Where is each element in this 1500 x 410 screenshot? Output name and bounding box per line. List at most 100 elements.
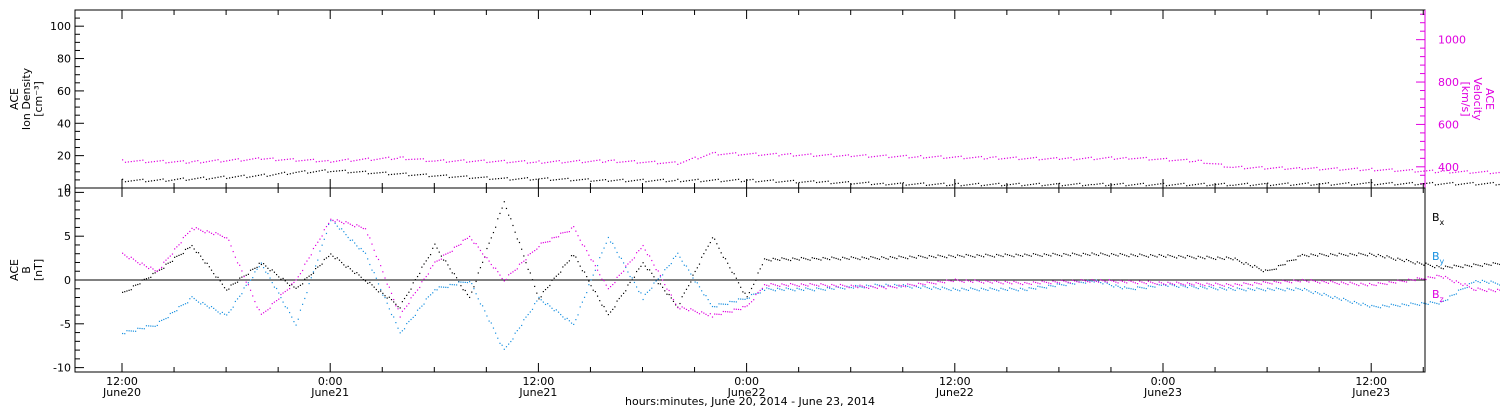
data-point xyxy=(1286,287,1288,289)
data-point xyxy=(1202,284,1204,286)
data-point xyxy=(1492,281,1494,283)
data-point xyxy=(784,180,786,182)
data-point xyxy=(941,281,943,283)
data-point xyxy=(904,284,907,287)
data-point xyxy=(759,292,761,294)
data-point xyxy=(794,290,796,292)
data-point xyxy=(1232,289,1234,291)
data-point xyxy=(1327,168,1330,170)
data-point xyxy=(592,274,594,276)
data-point xyxy=(1400,183,1402,185)
data-point xyxy=(351,239,354,241)
data-point xyxy=(628,160,630,162)
data-point xyxy=(750,293,753,296)
data-point xyxy=(1495,172,1497,174)
data-point xyxy=(1417,171,1419,173)
data-point xyxy=(1466,286,1468,289)
data-point xyxy=(1403,169,1405,172)
data-point xyxy=(839,283,842,286)
data-point xyxy=(540,299,542,301)
data-point xyxy=(950,280,952,282)
data-point xyxy=(1293,289,1295,292)
data-point xyxy=(208,178,210,180)
data-point xyxy=(998,254,1000,256)
data-point xyxy=(557,311,560,313)
data-point xyxy=(1262,289,1264,291)
data-point xyxy=(645,181,647,183)
data-point xyxy=(141,262,143,264)
data-point xyxy=(1264,269,1267,271)
data-point xyxy=(655,280,657,282)
data-point xyxy=(1451,280,1453,282)
data-point xyxy=(1251,284,1254,286)
data-point xyxy=(310,277,312,279)
data-point xyxy=(1334,282,1336,284)
data-point xyxy=(963,281,965,283)
data-point xyxy=(562,232,564,234)
data-point xyxy=(469,177,471,180)
data-point xyxy=(408,320,410,323)
data-point xyxy=(996,280,998,283)
data-point xyxy=(1041,185,1043,187)
data-point xyxy=(609,311,612,313)
data-point xyxy=(1136,157,1139,159)
data-point xyxy=(985,253,987,255)
data-point xyxy=(842,256,844,258)
data-point xyxy=(692,274,694,276)
data-point xyxy=(681,296,683,298)
data-point xyxy=(993,280,996,282)
data-point xyxy=(165,180,167,182)
data-point xyxy=(1360,253,1362,255)
data-point xyxy=(1004,253,1006,255)
data-point xyxy=(567,161,569,163)
data-point xyxy=(683,264,685,266)
b-tick-label: -5 xyxy=(60,318,71,331)
data-point xyxy=(445,253,447,255)
data-point xyxy=(824,180,826,183)
time-tick-label: 12:00 xyxy=(1355,375,1387,388)
data-point xyxy=(798,181,800,184)
data-point xyxy=(1045,287,1048,289)
data-point xyxy=(1249,265,1251,267)
data-point xyxy=(263,158,265,160)
data-point xyxy=(610,180,612,182)
data-point xyxy=(1044,184,1046,186)
data-point xyxy=(1358,303,1360,305)
data-point xyxy=(169,312,171,315)
data-point xyxy=(315,265,317,267)
data-point xyxy=(925,157,928,159)
data-point xyxy=(737,308,740,311)
data-point xyxy=(1258,288,1260,290)
data-point xyxy=(894,183,896,185)
data-point xyxy=(525,259,527,261)
data-point xyxy=(1323,281,1325,283)
data-point xyxy=(1110,279,1113,282)
data-point xyxy=(729,311,731,313)
data-point xyxy=(1466,170,1468,172)
data-point xyxy=(1457,289,1460,291)
data-point xyxy=(1193,257,1195,259)
data-point xyxy=(1080,279,1082,281)
data-point xyxy=(896,284,898,286)
data-point xyxy=(205,161,208,163)
data-point xyxy=(675,303,677,305)
data-point xyxy=(1052,285,1054,287)
data-point xyxy=(1397,170,1399,172)
data-point xyxy=(1297,280,1299,282)
data-point xyxy=(194,160,196,162)
data-point xyxy=(1453,281,1455,284)
data-point xyxy=(206,305,208,307)
data-point xyxy=(894,283,896,286)
data-point xyxy=(926,281,928,283)
data-point xyxy=(1306,255,1308,257)
data-point xyxy=(969,183,971,186)
data-point xyxy=(171,161,173,163)
data-point xyxy=(1322,183,1324,185)
data-point xyxy=(1490,280,1492,282)
data-point xyxy=(881,286,883,288)
data-point xyxy=(934,156,936,158)
data-point xyxy=(883,285,885,288)
data-point xyxy=(855,257,857,259)
data-point xyxy=(275,159,277,162)
data-point xyxy=(480,159,482,162)
